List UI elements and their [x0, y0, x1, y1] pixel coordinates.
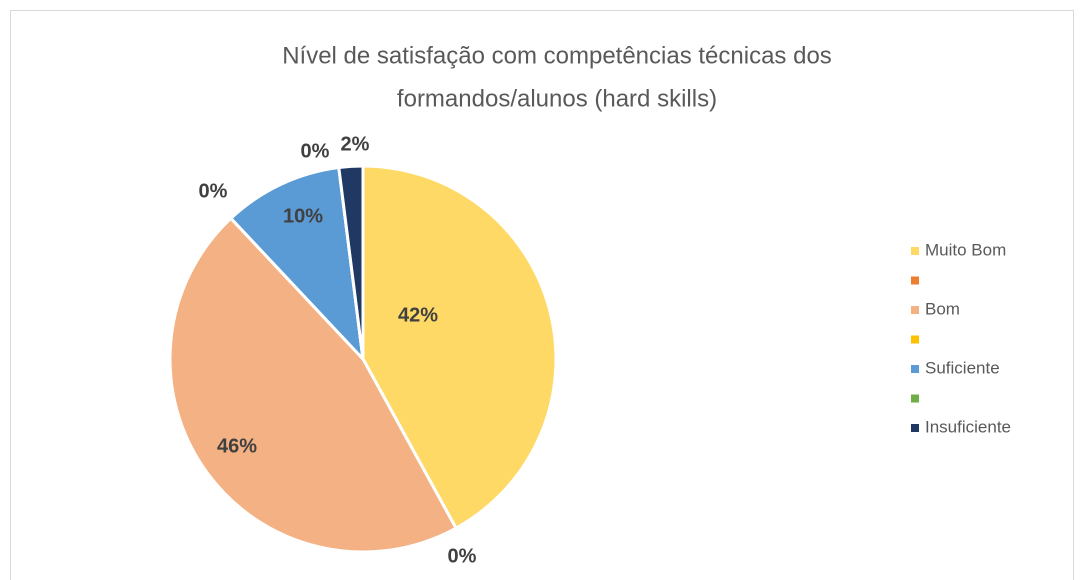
legend-label: Suficiente: [925, 358, 1000, 377]
pie-slice: [229, 166, 365, 361]
pie-slice: [168, 216, 458, 554]
legend-label: Bom: [925, 299, 960, 318]
data-label: 0%: [199, 180, 228, 202]
pie-slice: [361, 164, 558, 530]
data-label: 42%: [398, 304, 438, 326]
legend-swatch: [911, 247, 919, 255]
legend-swatch: [911, 335, 919, 344]
data-label: 46%: [217, 435, 257, 457]
legend-swatch: [911, 394, 919, 403]
chart-title: Nível de satisfação com competências téc…: [282, 42, 832, 69]
legend-swatch: [911, 424, 919, 432]
pie-slice: [337, 164, 365, 361]
legend-swatch: [911, 306, 919, 314]
legend-label: Insuficiente: [925, 417, 1011, 436]
data-label: 10%: [283, 205, 323, 227]
legend-swatch: [911, 276, 919, 285]
legend-swatch: [911, 365, 919, 373]
data-label: 0%: [448, 545, 477, 567]
data-label: 0%: [301, 140, 330, 162]
legend-label: Muito Bom: [925, 240, 1006, 259]
chart-title: formandos/alunos (hard skills): [397, 85, 717, 112]
data-label: 2%: [341, 133, 370, 155]
